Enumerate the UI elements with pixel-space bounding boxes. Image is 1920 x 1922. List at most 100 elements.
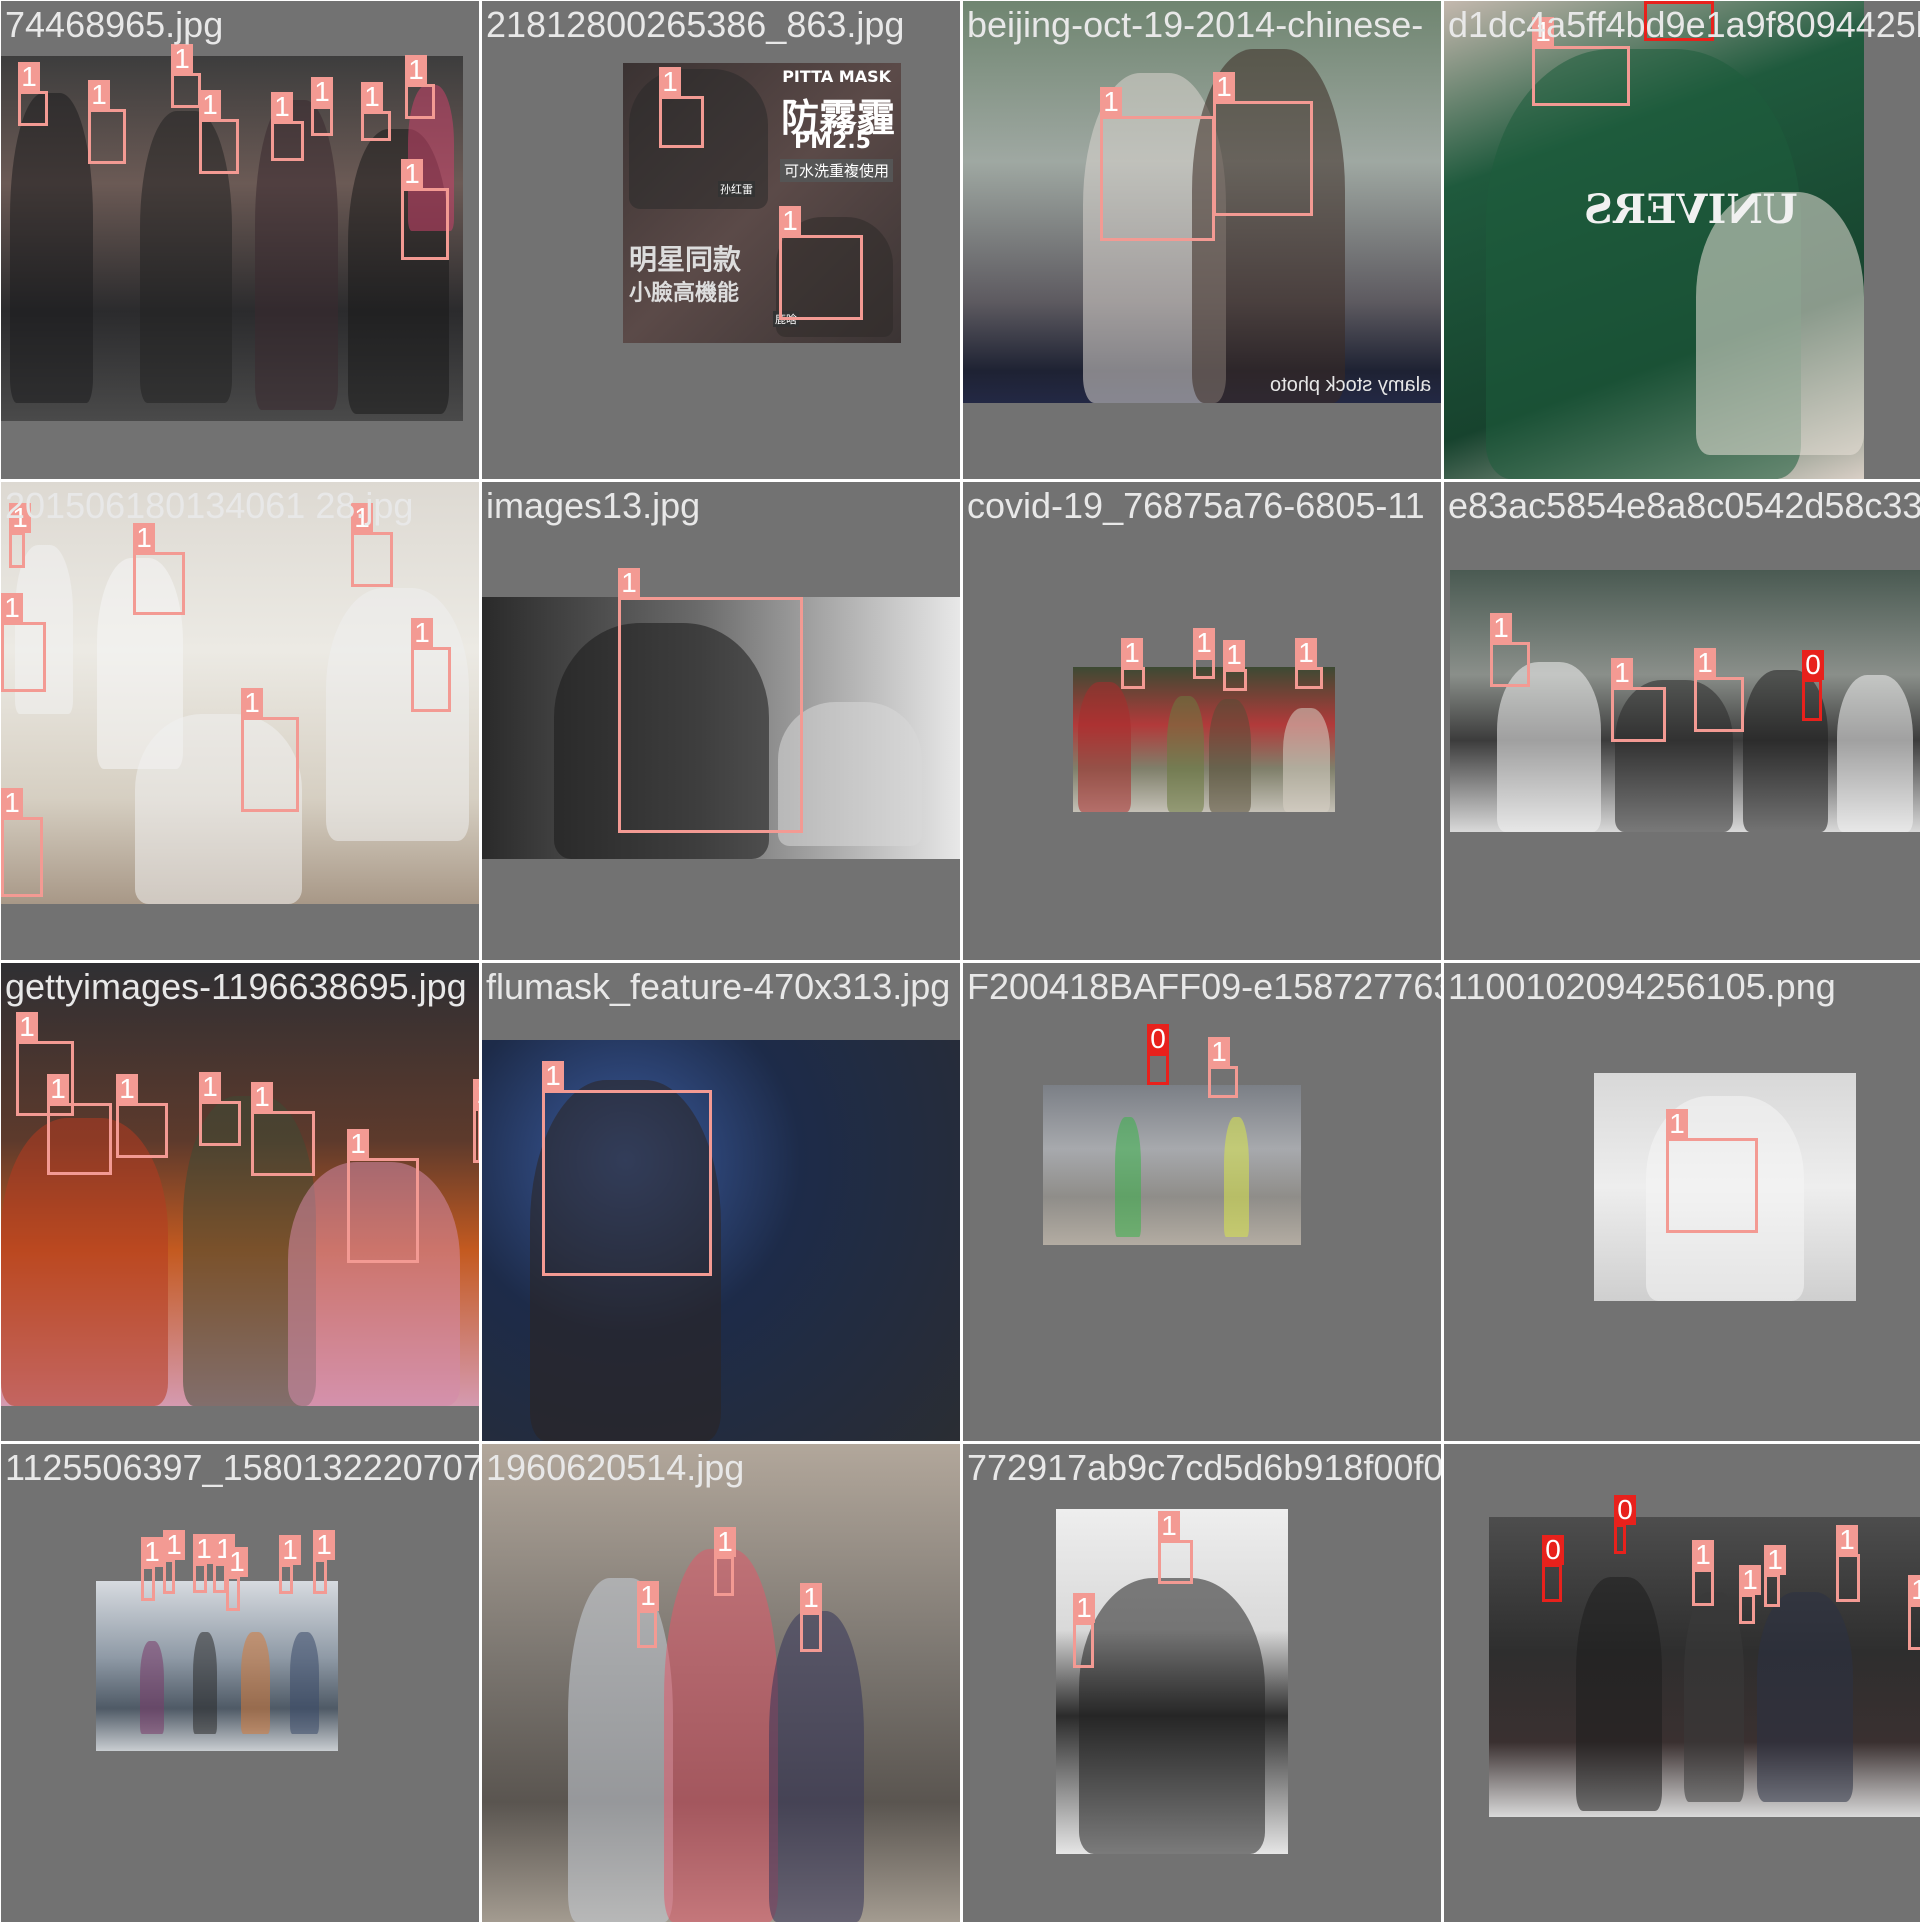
detection-class-label: 1	[18, 62, 40, 92]
detection-box: 1	[163, 1530, 185, 1594]
detection-box: 1	[213, 1534, 235, 1593]
detection-class-label: 1	[1158, 1511, 1180, 1541]
photo-figure	[10, 92, 94, 403]
tile-photo	[1, 963, 479, 1406]
photo-figure	[326, 587, 470, 841]
mosaic-tile: UNIVERS10d1dc4a5ff4bd9e1a9f8094425bbccbf…	[1444, 1, 1920, 479]
detection-class-label: 1	[347, 1129, 369, 1159]
detection-class-label: 1	[1121, 638, 1143, 668]
detection-box: 1	[1490, 613, 1530, 687]
detection-box: 1	[1223, 640, 1247, 691]
detection-box: 1	[241, 688, 299, 812]
detection-class-label: 1	[542, 1061, 564, 1091]
detection-class-label: 1	[241, 688, 263, 718]
tile-photo	[1594, 1073, 1856, 1301]
detection-class-label: 1	[279, 1535, 301, 1565]
detection-class-label: 1	[1532, 17, 1554, 47]
mosaic-tile: PITTA MASK 防霧霾 PM2.5 可水洗重複使用 明星同款 小臉高機能 孙红雷 鹿晗 1…	[482, 1, 960, 479]
detection-box: 1	[199, 90, 239, 174]
photo-figure	[1282, 707, 1330, 812]
detection-box: 1	[1692, 1540, 1714, 1606]
detection-box: 1	[1158, 1511, 1193, 1584]
photo-figure	[1, 1118, 169, 1406]
detection-box: 1	[226, 1547, 248, 1611]
detection-class-label: 1	[1692, 1540, 1714, 1570]
photo-figure	[1167, 696, 1204, 812]
photo-figure	[289, 1632, 319, 1734]
tile-photo	[1, 56, 463, 421]
detection-class-label: 1	[1295, 638, 1317, 668]
detection-class-label: 1	[411, 618, 433, 648]
detection-box: 1	[271, 92, 304, 161]
detection-class-label: 1	[1223, 640, 1245, 670]
detection-box: 1	[1121, 638, 1145, 689]
detection-box: 1	[1694, 648, 1744, 732]
photo-figure	[1497, 661, 1602, 832]
detection-class-label: 1	[199, 1072, 221, 1102]
detection-class-label: 1	[1611, 658, 1633, 688]
photo-figure	[1078, 681, 1131, 812]
detection-box: 0	[1644, 1, 1714, 41]
mosaic-tile: 1 1 1 1 1 1 1 1 1 74468965.jpg	[1, 1, 479, 479]
mosaic-tile: 1 images13.jpg	[482, 482, 960, 960]
detection-box: 1	[1208, 1037, 1238, 1098]
detection-class-label: 1	[313, 1530, 335, 1560]
detection-box: 1	[141, 1537, 163, 1601]
tile-photo	[1450, 570, 1920, 832]
detection-class-label: 1	[171, 44, 193, 74]
detection-box: 1	[251, 1082, 315, 1176]
detection-class-label: 1	[133, 523, 155, 553]
detection-class-label: 1	[9, 503, 31, 533]
detection-class-label: 1	[1073, 1593, 1095, 1623]
mosaic-tile: 0 1 F200418BAFF09-e1587277632703.jpg	[963, 963, 1441, 1441]
detection-class-label: 1	[1208, 1037, 1230, 1067]
detection-box: 1	[311, 77, 333, 136]
photo-figure	[255, 99, 339, 411]
photo-figure	[529, 1080, 721, 1441]
detection-class-label: 0	[1542, 1535, 1564, 1565]
detection-class-label: 1	[1, 593, 23, 623]
detection-class-label: 1	[271, 92, 293, 122]
detection-class-label: 1	[637, 1581, 659, 1611]
tile-filename: 772917ab9c7cd5d6b918f00f0682f94154961312…	[967, 1447, 1441, 1488]
mosaic-tile: 1111111gettyimages-1196638695.jpg	[1, 963, 479, 1441]
mosaic-tile: 1 1 1 1960620514.jpg	[482, 1444, 960, 1922]
detection-box: 1	[1666, 1109, 1758, 1233]
mosaic-tile: 1 1 772917ab9c7cd5d6b918f00f0682f941549613…	[963, 1444, 1441, 1922]
detection-box: 0	[1542, 1535, 1564, 1602]
detection-class-label: 1	[351, 503, 373, 533]
detection-class-label: 0	[1644, 1, 1666, 2]
tile-filename: 1100102094256105.png	[1448, 966, 1836, 1007]
detection-class-label: 1	[199, 90, 221, 120]
detection-box: 1	[411, 618, 451, 712]
photo-figure	[1683, 1592, 1745, 1802]
detection-class-label: 0	[1147, 1024, 1169, 1054]
photo-figure	[139, 1640, 164, 1734]
photo-figure	[1079, 1578, 1265, 1854]
detection-box: 1	[542, 1061, 712, 1276]
detection-box: 1	[473, 1079, 479, 1163]
detection-box: 1	[1, 593, 46, 692]
detection-class-label: 1	[88, 80, 110, 110]
detection-class-label: 1	[141, 1537, 163, 1567]
detection-class-label: 1	[714, 1527, 736, 1557]
tile-photo	[96, 1581, 338, 1751]
detection-class-label: 1	[1490, 613, 1512, 643]
tile-photo: PITTA MASK 防霧霾 PM2.5 可水洗重複使用 明星同款 小臉高機能 孙红雷 鹿晗	[623, 63, 901, 343]
detection-box: 1	[1213, 72, 1313, 216]
photo-figure	[287, 1162, 460, 1406]
mosaic-tile: 1 1 1 1 covid-19_76875a76-6805-11	[963, 482, 1441, 960]
detection-class-label: 0	[1802, 650, 1824, 680]
photo-figure	[768, 1611, 865, 1922]
detection-box: 1	[133, 523, 185, 615]
mosaic-tile: 1 1100102094256105.png	[1444, 963, 1920, 1441]
detection-box: 1	[1611, 658, 1666, 742]
photo-figure	[1115, 1117, 1142, 1237]
poster-brand: PITTA MASK	[782, 67, 891, 86]
detection-box: 0	[1802, 650, 1824, 721]
detection-box: 0	[1614, 1495, 1636, 1554]
detection-box: 1	[714, 1527, 736, 1596]
detection-box: 1	[1908, 1575, 1920, 1650]
